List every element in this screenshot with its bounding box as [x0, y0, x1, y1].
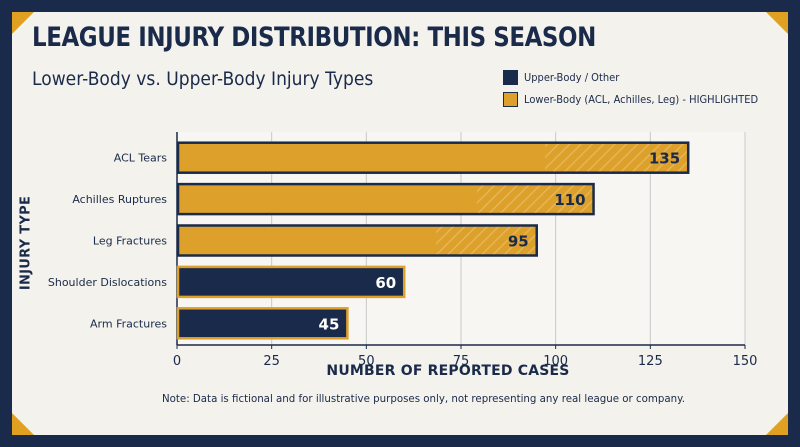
bar-shoulder-dislocations	[176, 265, 406, 299]
x-tick-label: 0	[173, 354, 181, 369]
legend-label-lower-body: Lower-Body (ACL, Achilles, Leg) - HIGHLI…	[524, 92, 759, 106]
bar-hatch-acl-tears	[545, 143, 687, 172]
bar-value-label: 95	[508, 233, 529, 251]
corner-decoration-bottom-right	[766, 413, 788, 435]
bar-hatch-achilles-ruptures	[476, 185, 593, 213]
bar-hatch-leg-fractures	[436, 226, 536, 255]
x-tick-label: 75	[453, 354, 470, 369]
legend-item-upper-body: Upper-Body / Other	[503, 68, 784, 86]
x-tick-label: 125	[638, 354, 663, 369]
bar-value-label: 45	[319, 315, 340, 333]
y-tick-label: ACL Tears	[114, 152, 168, 165]
y-tick-label: Arm Fractures	[90, 317, 167, 330]
chart-title: LEAGUE INJURY DISTRIBUTION: THIS SEASON	[32, 22, 596, 53]
x-axis-label: NUMBER OF REPORTED CASES	[326, 363, 570, 379]
bar-value-label: 110	[554, 191, 585, 209]
legend: Upper-Body / Other Lower-Body (ACL, Achi…	[503, 68, 784, 112]
x-tick-label: 100	[543, 354, 568, 369]
x-tick-label: 50	[358, 354, 375, 369]
corner-decoration-top-left	[12, 12, 34, 34]
chart-subtitle: Lower-Body vs. Upper-Body Injury Types	[32, 68, 374, 90]
y-tick-label: Shoulder Dislocations	[48, 276, 167, 289]
chart-frame	[12, 12, 788, 435]
legend-swatch-lower-body	[503, 91, 518, 107]
x-tick-label: 150	[733, 354, 758, 369]
y-tick-label: Achilles Ruptures	[72, 193, 167, 206]
legend-item-lower-body: Lower-Body (ACL, Achilles, Leg) - HIGHLI…	[503, 90, 784, 108]
footnote: Note: Data is fictional and for illustra…	[162, 392, 685, 405]
bar-value-label: 60	[375, 274, 396, 292]
bar-value-label: 135	[649, 150, 680, 168]
corner-decoration-bottom-left	[12, 413, 34, 435]
bar-arm-fractures	[176, 307, 349, 340]
y-tick-label: Leg Fractures	[93, 235, 167, 248]
x-tick-label: 25	[263, 354, 280, 369]
legend-swatch-upper-body	[503, 69, 518, 85]
corner-decoration-top-right	[766, 12, 788, 34]
legend-label-upper-body: Upper-Body / Other	[524, 70, 620, 84]
